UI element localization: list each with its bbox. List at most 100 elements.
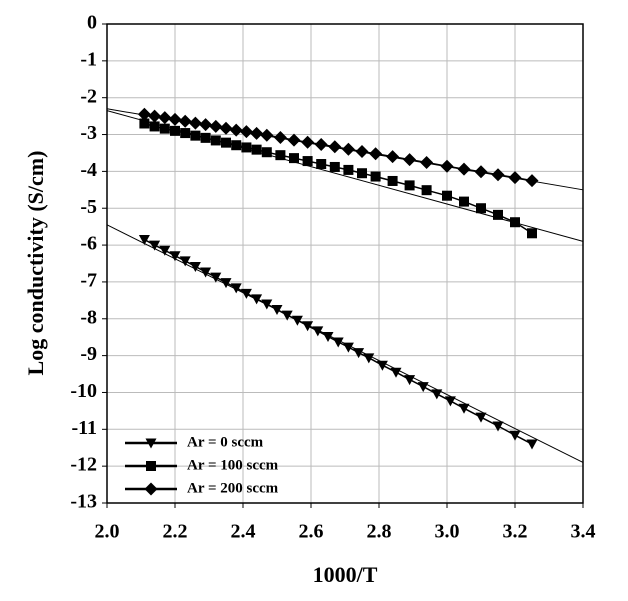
marker <box>363 353 375 364</box>
marker <box>322 331 334 342</box>
marker <box>314 137 328 151</box>
marker <box>251 294 263 305</box>
marker <box>190 130 201 141</box>
y-tick-label: -11 <box>71 417 97 439</box>
marker <box>240 288 252 299</box>
marker <box>390 367 402 378</box>
marker <box>229 123 243 137</box>
legend-label: Ar = 100 sccm <box>187 457 279 473</box>
y-tick-label: -13 <box>70 491 97 513</box>
x-tick-label: 3.4 <box>571 521 596 543</box>
marker <box>158 111 172 125</box>
marker <box>281 310 293 321</box>
marker <box>239 125 253 139</box>
marker <box>178 114 192 128</box>
marker <box>159 123 170 134</box>
marker <box>442 190 452 201</box>
marker <box>457 162 471 176</box>
marker <box>492 421 504 432</box>
x-tick-label: 2.4 <box>231 521 256 543</box>
marker <box>369 147 383 161</box>
marker <box>261 147 272 158</box>
x-tick-label: 2.6 <box>299 521 324 543</box>
y-tick-label: -1 <box>80 48 97 70</box>
marker <box>169 251 181 262</box>
marker <box>291 315 303 326</box>
marker <box>149 121 160 132</box>
marker <box>210 272 222 283</box>
marker <box>421 185 432 196</box>
marker <box>210 135 221 146</box>
marker <box>301 135 315 149</box>
plot-frame <box>106 23 584 504</box>
marker <box>444 396 456 407</box>
marker <box>312 326 324 337</box>
marker <box>417 382 429 393</box>
marker <box>343 164 354 175</box>
marker <box>509 430 521 441</box>
legend-marker <box>146 461 156 471</box>
marker <box>189 261 201 272</box>
x-tick-label: 2.0 <box>95 521 120 543</box>
marker <box>188 116 202 130</box>
marker <box>527 228 537 239</box>
y-tick-label: 0 <box>87 12 97 34</box>
marker <box>231 140 242 151</box>
marker <box>200 132 211 143</box>
y-tick-label: -8 <box>80 306 97 328</box>
marker <box>271 305 283 316</box>
marker <box>148 109 162 123</box>
marker <box>316 159 327 170</box>
marker <box>199 118 213 132</box>
marker <box>440 159 454 173</box>
marker <box>404 180 415 191</box>
marker <box>526 439 538 450</box>
marker <box>251 144 262 155</box>
marker <box>139 118 150 129</box>
marker <box>289 153 299 164</box>
marker <box>261 299 273 310</box>
marker <box>260 128 274 142</box>
marker <box>200 267 212 278</box>
marker <box>508 171 522 185</box>
marker <box>241 142 252 153</box>
marker <box>341 142 355 156</box>
marker <box>138 235 150 246</box>
x-axis-label: 1000/T <box>313 562 378 587</box>
marker <box>475 412 487 423</box>
x-tick-label: 3.0 <box>435 521 460 543</box>
marker <box>159 245 171 256</box>
marker <box>221 137 231 148</box>
y-tick-label: -9 <box>80 343 97 365</box>
marker <box>510 217 520 228</box>
y-tick-label: -12 <box>70 454 97 476</box>
marker <box>458 403 470 414</box>
marker <box>404 375 416 386</box>
legend-marker <box>144 482 158 496</box>
legend-marker <box>145 438 157 449</box>
marker <box>403 153 417 167</box>
y-tick-label: -2 <box>80 85 97 107</box>
marker <box>302 156 313 167</box>
marker <box>180 128 191 139</box>
marker <box>342 342 354 353</box>
marker <box>459 196 469 207</box>
y-tick-label: -4 <box>80 159 97 181</box>
marker <box>137 107 151 121</box>
marker <box>220 278 232 289</box>
marker <box>302 321 314 332</box>
marker <box>357 168 367 179</box>
marker <box>420 156 434 170</box>
marker <box>431 389 443 400</box>
marker <box>376 360 388 371</box>
marker <box>273 130 287 144</box>
x-tick-label: 2.2 <box>163 521 188 543</box>
marker <box>387 175 398 186</box>
marker <box>474 165 488 179</box>
marker <box>329 161 340 172</box>
marker <box>179 256 191 267</box>
marker <box>168 112 182 126</box>
marker <box>149 240 161 251</box>
y-tick-label: -7 <box>80 270 97 292</box>
